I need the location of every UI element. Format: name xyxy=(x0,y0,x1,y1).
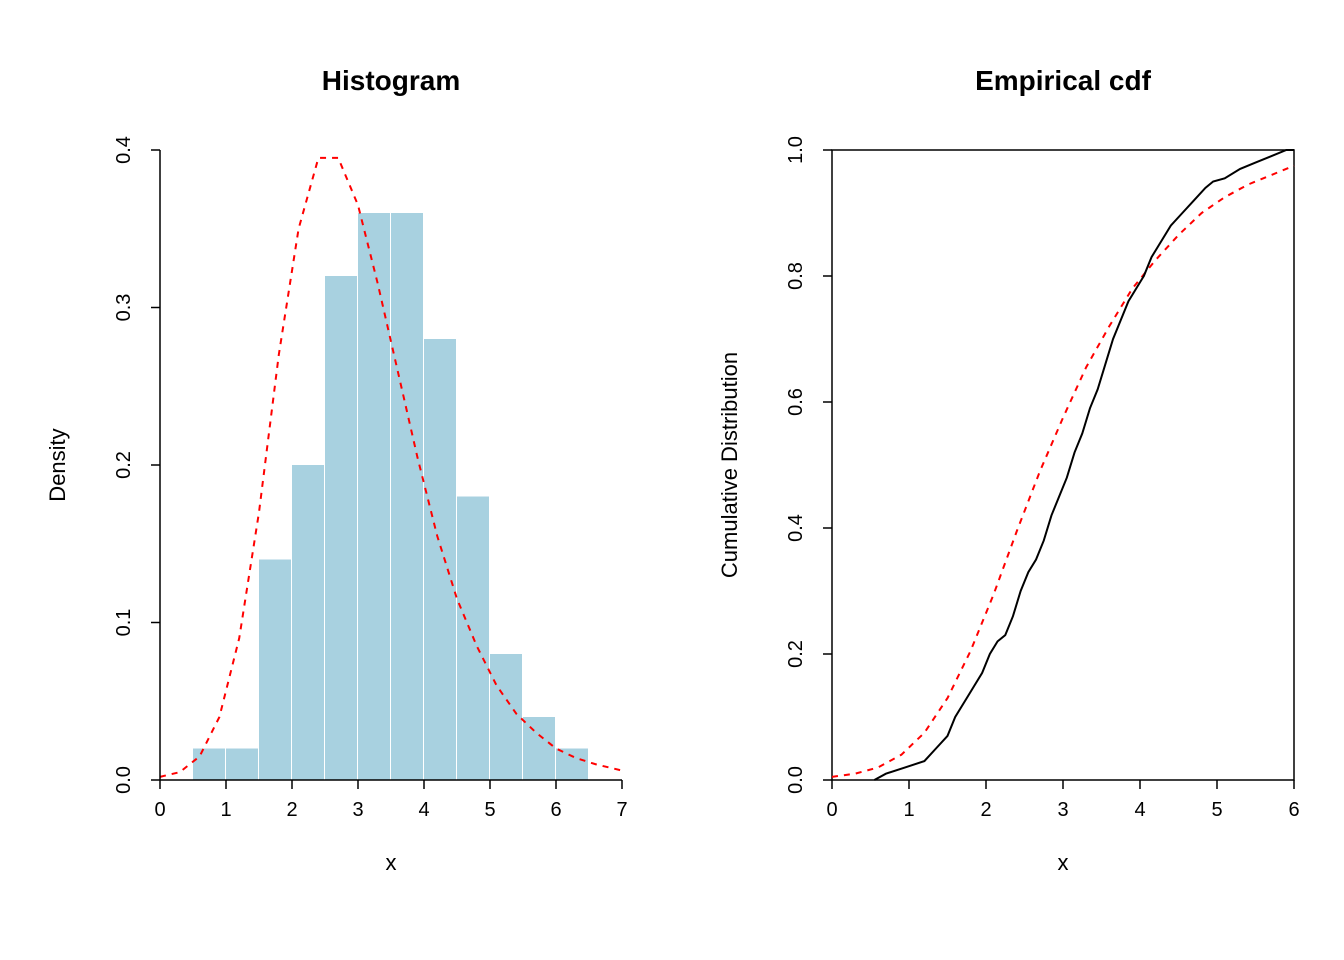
x-tick-label: 1 xyxy=(220,799,231,821)
histogram-bar xyxy=(358,213,390,780)
empirical-cdf-curve xyxy=(874,150,1294,780)
x-tick-label: 4 xyxy=(418,799,429,821)
histogram-xlabel: x xyxy=(386,850,397,875)
y-tick-label: 0.2 xyxy=(785,640,807,668)
histogram-title: Histogram xyxy=(322,65,460,96)
histogram-svg: Histogram 0 1 2 3 4 5 6 7 0.0 0.1 0.2 0.3 0.4 x Density xyxy=(0,0,672,960)
x-tick-label: 2 xyxy=(980,799,991,821)
ecdf-ylabel: Cumulative Distribution xyxy=(717,352,742,578)
histogram-bar xyxy=(556,749,588,781)
histogram-bar xyxy=(424,339,456,780)
y-tick-label: 0.2 xyxy=(113,451,135,479)
x-tick-label: 3 xyxy=(1057,799,1068,821)
x-tick-label: 1 xyxy=(903,799,914,821)
histogram-bar xyxy=(292,465,324,780)
theoretical-cdf-curve xyxy=(832,166,1294,777)
x-tick-label: 4 xyxy=(1134,799,1145,821)
x-tick-label: 5 xyxy=(484,799,495,821)
ecdf-svg: Empirical cdf 0 1 2 3 4 5 6 0.0 0.2 0.4 0.6 0.8 1.0 x C… xyxy=(672,0,1344,960)
ecdf-title: Empirical cdf xyxy=(975,65,1152,96)
figure-grid: Histogram 0 1 2 3 4 5 6 7 0.0 0.1 0.2 0.3 0.4 x Density… xyxy=(0,0,1344,960)
histogram-bar xyxy=(325,276,357,780)
y-tick-label: 0.4 xyxy=(113,136,135,164)
y-tick-label: 0.0 xyxy=(785,766,807,794)
x-tick-label: 6 xyxy=(1288,799,1299,821)
x-tick-label: 2 xyxy=(286,799,297,821)
histogram-ylabel: Density xyxy=(45,428,70,501)
histogram-bar xyxy=(259,560,291,781)
histogram-bar xyxy=(193,749,225,781)
y-tick-label: 0.4 xyxy=(785,514,807,542)
x-tick-label: 5 xyxy=(1211,799,1222,821)
histogram-bar xyxy=(391,213,423,780)
ecdf-panel: Empirical cdf 0 1 2 3 4 5 6 0.0 0.2 0.4 0.6 0.8 1.0 x C… xyxy=(672,0,1344,960)
ecdf-xlabel: x xyxy=(1058,850,1069,875)
plot-box xyxy=(832,150,1294,780)
y-tick-label: 0.3 xyxy=(113,294,135,322)
x-tick-label: 7 xyxy=(616,799,627,821)
y-tick-label: 0.1 xyxy=(113,609,135,637)
y-tick-label: 0.6 xyxy=(785,388,807,416)
y-tick-label: 1.0 xyxy=(785,136,807,164)
x-tick-label: 6 xyxy=(550,799,561,821)
histogram-bar xyxy=(523,717,555,780)
y-tick-label: 0.8 xyxy=(785,262,807,290)
histogram-panel: Histogram 0 1 2 3 4 5 6 7 0.0 0.1 0.2 0.3 0.4 x Density xyxy=(0,0,672,960)
x-tick-label: 0 xyxy=(154,799,165,821)
y-tick-label: 0.0 xyxy=(113,766,135,794)
histogram-bar xyxy=(490,654,522,780)
histogram-bar xyxy=(226,749,258,781)
x-tick-label: 3 xyxy=(352,799,363,821)
x-tick-label: 0 xyxy=(826,799,837,821)
